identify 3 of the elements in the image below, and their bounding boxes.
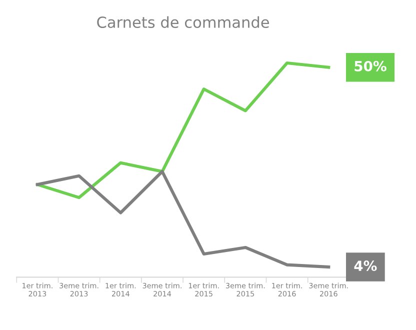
data-label: 4%	[354, 260, 377, 272]
data-label: 50%	[354, 60, 386, 72]
chart-title: Carnets de commande	[97, 16, 269, 28]
